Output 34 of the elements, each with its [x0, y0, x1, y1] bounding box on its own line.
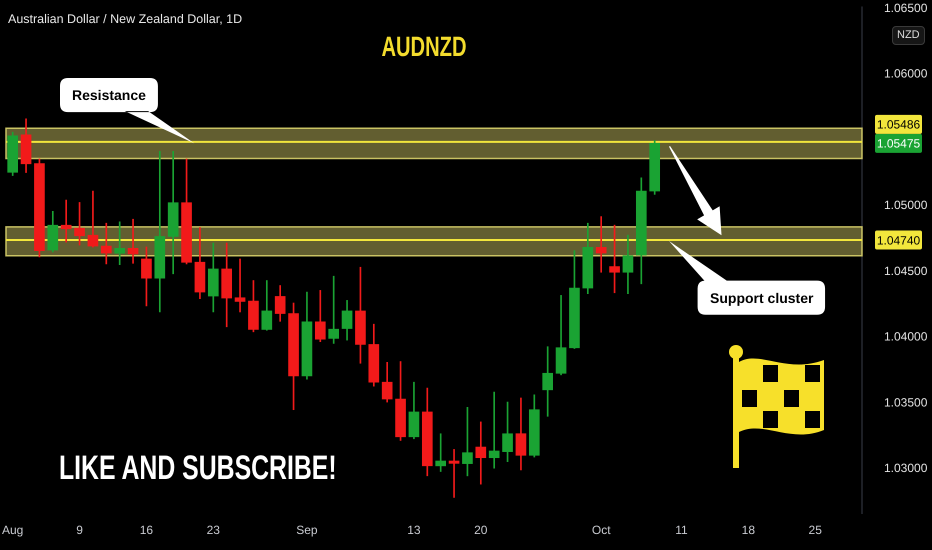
chart-subtitle: Australian Dollar / New Zealand Dollar, 1D	[8, 12, 242, 26]
x-tick-label: 25	[808, 523, 822, 538]
y-axis-title: NZD	[892, 26, 925, 45]
x-tick-label: 23	[206, 523, 220, 538]
y-tick-label: 1.04000	[884, 330, 928, 344]
candlestick	[74, 202, 85, 246]
text: 1.05475	[876, 136, 921, 151]
candlestick	[448, 449, 460, 498]
annotation: LIKE AND SUBSCRIBE!	[59, 449, 337, 488]
x-tick-label: 16	[140, 523, 154, 538]
y-tick-label: 1.03500	[884, 395, 928, 410]
x-tick-label: 18	[742, 523, 756, 538]
x-tick-label: 20	[474, 523, 488, 538]
candlestick	[609, 224, 620, 294]
ref-line-label: 1.05486	[876, 118, 921, 132]
text: AUDNZD	[381, 31, 467, 64]
x-tick-label: 13	[407, 523, 421, 538]
candlestick	[128, 218, 138, 264]
candlestick	[462, 406, 473, 476]
y-tick-label: 1.06000	[884, 66, 928, 81]
x-tick-label: Oct	[592, 523, 612, 538]
band-label: Resistance	[72, 87, 146, 104]
y-tick-label: 1.03000	[884, 461, 928, 476]
candlestick	[234, 258, 246, 312]
y-tick-label: 1.05000	[884, 198, 928, 212]
y-tick-label: 1.04500	[884, 264, 928, 278]
candlestick	[88, 190, 98, 248]
y-tick-label: 1.06500	[884, 0, 928, 15]
x-tick-label: Sep	[296, 523, 318, 538]
x-tick-label: 11	[675, 523, 688, 538]
ref-line-label: 1.04740	[876, 233, 921, 248]
band-label: Support cluster	[710, 290, 814, 306]
x-tick-label: Aug	[2, 523, 24, 538]
x-tick-label: 9	[76, 523, 84, 538]
